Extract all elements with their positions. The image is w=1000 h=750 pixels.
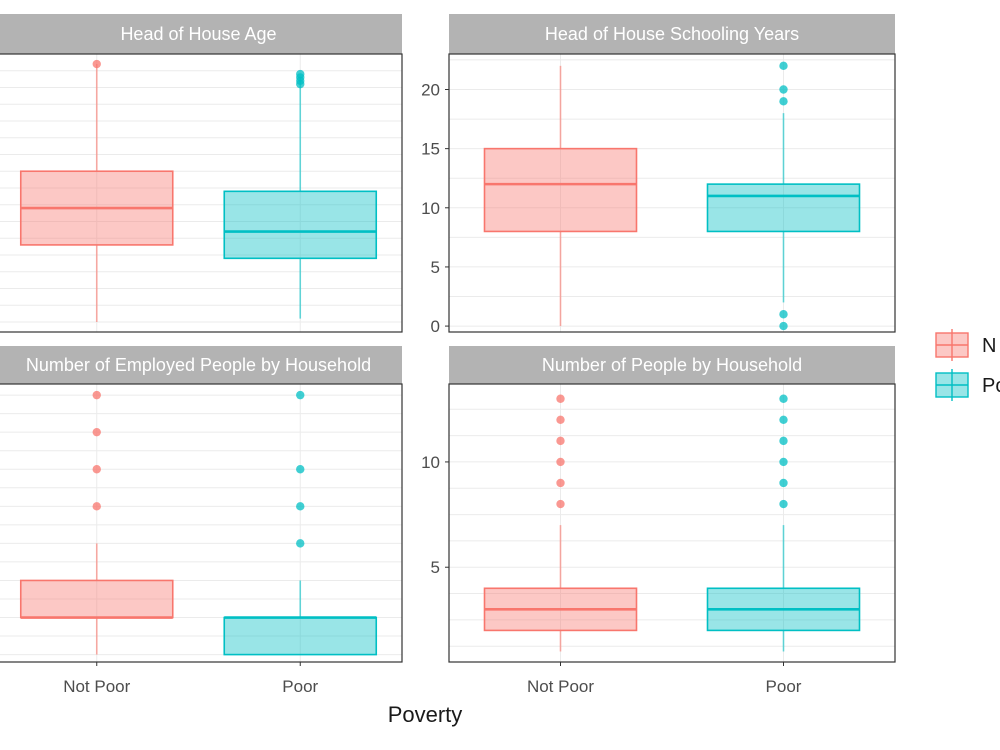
box-poor — [706, 394, 861, 652]
facet-panel: Number of People by Household 5 10 Not Poor… — [421, 346, 896, 696]
panel-border — [448, 383, 896, 663]
facet-strip — [449, 14, 895, 54]
outlier-point — [296, 502, 305, 511]
y-tick-label: 5 — [431, 258, 440, 277]
outlier-point — [779, 436, 788, 446]
facet-strip — [449, 346, 895, 384]
outlier-point — [779, 499, 788, 509]
facet-strip — [0, 14, 402, 54]
plot-background — [0, 384, 402, 662]
facet-title: Head of House Age — [120, 24, 276, 44]
outlier-point — [779, 85, 788, 94]
outlier-point — [92, 465, 101, 474]
y-tick-label: 10 — [421, 453, 440, 472]
outlier-point — [556, 478, 565, 488]
facet-title: Head of House Schooling Years — [545, 24, 799, 44]
outlier-point — [556, 394, 565, 403]
outlier-point — [779, 97, 788, 106]
outlier-point — [92, 59, 101, 69]
facet-title: Number of People by Household — [542, 355, 802, 375]
plot-background — [0, 54, 402, 332]
outlier-point — [296, 465, 305, 474]
x-tick-label: Not Poor — [63, 677, 130, 696]
outlier-point — [779, 415, 788, 425]
facet-strip — [0, 346, 402, 384]
outlier-point — [779, 310, 788, 319]
y-tick-label: 10 — [421, 199, 440, 218]
facet-panel: Head of House Schooling Years 0 5 10 15 20 — [421, 14, 896, 336]
outlier-point — [556, 415, 565, 425]
y-tick-label: 0 — [431, 317, 440, 336]
outlier-point — [92, 390, 101, 400]
facet-panels: Head of House Age Head of House Schooling… — [0, 14, 896, 696]
outlier-point — [296, 539, 305, 548]
panel-border — [0, 53, 403, 333]
x-tick-label: Poor — [282, 677, 318, 696]
facet-title: Number of Employed People by Household — [26, 355, 371, 375]
legend-label: N — [982, 335, 996, 357]
y-tick-label: 20 — [421, 80, 440, 99]
iqr-box — [706, 183, 861, 233]
box-not-poor — [483, 65, 638, 327]
outlier-point — [779, 61, 788, 71]
iqr-box — [19, 579, 174, 619]
outlier-point — [556, 436, 565, 446]
box-poor — [706, 61, 861, 331]
box-not-poor — [19, 59, 174, 322]
plot-background — [449, 384, 895, 662]
panel-border — [0, 383, 403, 663]
legend-label: Po — [982, 375, 1000, 397]
facet-panel: Number of Employed People by Household No… — [0, 346, 403, 696]
outlier-point — [92, 427, 101, 437]
y-tick-label: 5 — [431, 558, 440, 577]
box-poor — [223, 390, 378, 656]
x-axis-title: Poverty — [388, 702, 463, 727]
outlier-point — [779, 394, 788, 403]
facet-panel: Head of House Age — [0, 14, 403, 333]
outlier-point — [92, 502, 101, 511]
x-tick-label: Not Poor — [527, 677, 594, 696]
plot-background — [449, 54, 895, 332]
legend-entry-not-poor: N — [935, 329, 996, 361]
iqr-box — [223, 190, 378, 260]
outlier-point — [556, 499, 565, 509]
legend: N Po — [935, 329, 1000, 401]
outlier-point — [296, 69, 305, 79]
outlier-point — [779, 457, 788, 467]
outlier-point — [556, 457, 565, 467]
box-poor — [223, 69, 378, 319]
outlier-point — [779, 478, 788, 488]
iqr-box — [223, 616, 378, 656]
iqr-box — [483, 147, 638, 233]
outlier-point — [296, 390, 305, 400]
outlier-point — [779, 321, 788, 331]
box-not-poor — [19, 390, 174, 655]
box-not-poor — [483, 394, 638, 652]
legend-entry-poor: Po — [935, 369, 1000, 401]
x-tick-label: Poor — [766, 677, 802, 696]
y-tick-label: 15 — [421, 140, 440, 159]
panel-border — [448, 53, 896, 333]
